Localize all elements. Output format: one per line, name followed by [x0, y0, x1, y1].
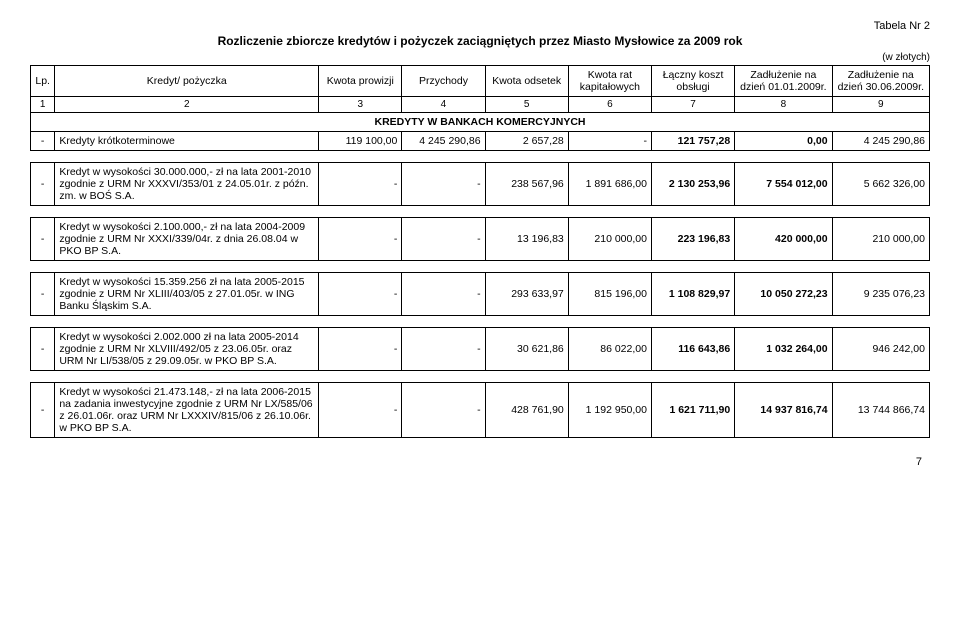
row-v6: 1 192 950,00 [568, 383, 651, 438]
row-v8: 14 937 816,74 [735, 383, 832, 438]
row-v6: 86 022,00 [568, 328, 651, 371]
row-v3: - [319, 218, 402, 261]
column-number-row: 1 2 3 4 5 6 7 8 9 [31, 97, 930, 113]
header-c5: Kwota odsetek [485, 66, 568, 97]
colnum-6: 6 [568, 97, 651, 113]
row-v8: 10 050 272,23 [735, 273, 832, 316]
row-v9: 946 242,00 [832, 328, 929, 371]
section-title: KREDYTY W BANKACH KOMERCYJNYCH [31, 113, 930, 132]
header-lp: Lp. [31, 66, 55, 97]
spacer-row [31, 371, 930, 383]
row-v9: 210 000,00 [832, 218, 929, 261]
row-v6: 815 196,00 [568, 273, 651, 316]
row-lp: - [31, 383, 55, 438]
colnum-8: 8 [735, 97, 832, 113]
row-v8: 7 554 012,00 [735, 163, 832, 206]
row-v3: - [319, 273, 402, 316]
row-v9: 4 245 290,86 [832, 132, 929, 151]
table-row: -Kredyt w wysokości 2.002.000 zł na lata… [31, 328, 930, 371]
row-v5: 293 633,97 [485, 273, 568, 316]
colnum-2: 2 [55, 97, 319, 113]
row-v3: - [319, 383, 402, 438]
row-desc: Kredyty krótkoterminowe [55, 132, 319, 151]
row-v3: - [319, 328, 402, 371]
row-v8: 0,00 [735, 132, 832, 151]
colnum-3: 3 [319, 97, 402, 113]
table-label: Tabela Nr 2 [30, 20, 930, 32]
row-lp: - [31, 273, 55, 316]
row-v5: 428 761,90 [485, 383, 568, 438]
table-row: -Kredyty krótkoterminowe119 100,004 245 … [31, 132, 930, 151]
spacer-row [31, 151, 930, 163]
spacer-row [31, 316, 930, 328]
row-lp: - [31, 218, 55, 261]
row-v3: - [319, 163, 402, 206]
table-row: -Kredyt w wysokości 15.359.256 zł na lat… [31, 273, 930, 316]
header-c9: Zadłużenie na dzień 30.06.2009r. [832, 66, 929, 97]
table-row: -Kredyt w wysokości 21.473.148,- zł na l… [31, 383, 930, 438]
row-desc: Kredyt w wysokości 2.002.000 zł na lata … [55, 328, 319, 371]
colnum-4: 4 [402, 97, 485, 113]
colnum-5: 5 [485, 97, 568, 113]
row-v4: - [402, 328, 485, 371]
row-desc: Kredyt w wysokości 30.000.000,- zł na la… [55, 163, 319, 206]
row-v6: - [568, 132, 651, 151]
row-lp: - [31, 132, 55, 151]
row-v5: 2 657,28 [485, 132, 568, 151]
row-v8: 420 000,00 [735, 218, 832, 261]
row-v7: 1 108 829,97 [651, 273, 734, 316]
header-name: Kredyt/ pożyczka [55, 66, 319, 97]
row-lp: - [31, 163, 55, 206]
page-number: 7 [30, 456, 930, 468]
spacer-row [31, 261, 930, 273]
table-row: -Kredyt w wysokości 30.000.000,- zł na l… [31, 163, 930, 206]
header-c3: Kwota prowizji [319, 66, 402, 97]
row-v8: 1 032 264,00 [735, 328, 832, 371]
row-v4: - [402, 273, 485, 316]
row-v7: 121 757,28 [651, 132, 734, 151]
row-desc: Kredyt w wysokości 15.359.256 zł na lata… [55, 273, 319, 316]
row-v3: 119 100,00 [319, 132, 402, 151]
colnum-7: 7 [651, 97, 734, 113]
colnum-1: 1 [31, 97, 55, 113]
row-v9: 5 662 326,00 [832, 163, 929, 206]
row-v4: - [402, 383, 485, 438]
row-v9: 13 744 866,74 [832, 383, 929, 438]
main-table: Lp. Kredyt/ pożyczka Kwota prowizji Przy… [30, 65, 930, 438]
row-desc: Kredyt w wysokości 2.100.000,- zł na lat… [55, 218, 319, 261]
row-v7: 223 196,83 [651, 218, 734, 261]
row-v4: 4 245 290,86 [402, 132, 485, 151]
header-c6: Kwota rat kapitałowych [568, 66, 651, 97]
header-row: Lp. Kredyt/ pożyczka Kwota prowizji Przy… [31, 66, 930, 97]
row-v9: 9 235 076,23 [832, 273, 929, 316]
table-row: -Kredyt w wysokości 2.100.000,- zł na la… [31, 218, 930, 261]
page-title: Rozliczenie zbiorcze kredytów i pożyczek… [30, 34, 930, 48]
row-v6: 210 000,00 [568, 218, 651, 261]
header-c8: Zadłużenie na dzień 01.01.2009r. [735, 66, 832, 97]
header-c7: Łączny koszt obsługi [651, 66, 734, 97]
row-v4: - [402, 218, 485, 261]
row-v6: 1 891 686,00 [568, 163, 651, 206]
spacer-row [31, 206, 930, 218]
row-v7: 116 643,86 [651, 328, 734, 371]
row-desc: Kredyt w wysokości 21.473.148,- zł na la… [55, 383, 319, 438]
row-v5: 238 567,96 [485, 163, 568, 206]
row-v7: 2 130 253,96 [651, 163, 734, 206]
currency-note: (w złotych) [30, 52, 930, 63]
row-v4: - [402, 163, 485, 206]
row-v7: 1 621 711,90 [651, 383, 734, 438]
colnum-9: 9 [832, 97, 929, 113]
section-title-row: KREDYTY W BANKACH KOMERCYJNYCH [31, 113, 930, 132]
row-v5: 13 196,83 [485, 218, 568, 261]
row-lp: - [31, 328, 55, 371]
row-v5: 30 621,86 [485, 328, 568, 371]
header-c4: Przychody [402, 66, 485, 97]
